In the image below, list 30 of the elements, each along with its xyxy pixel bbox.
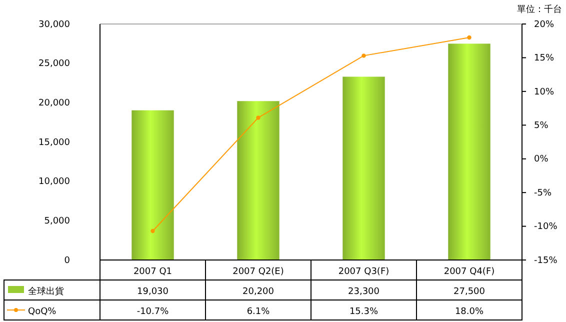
y2-tick-label: -5% xyxy=(534,188,552,198)
y-tick-label: 10,000 xyxy=(38,177,70,188)
y2-tick-label: 5% xyxy=(534,121,549,132)
y2-tick-label: -10% xyxy=(534,222,558,232)
y2-tick-label: 15% xyxy=(534,54,554,64)
y2-tick-label: 0% xyxy=(534,154,549,165)
y-tick-label: 0 xyxy=(64,256,70,266)
y2-tick-label: 20% xyxy=(534,20,554,30)
y-tick-label: 20,000 xyxy=(38,98,70,109)
x-tick-label: 2007 Q3(F) xyxy=(338,267,390,277)
y-tick-label: 5,000 xyxy=(44,216,70,227)
data-label: -10.7% xyxy=(136,307,170,317)
data-label: 19,030 xyxy=(137,287,169,297)
y-tick-label: 15,000 xyxy=(38,138,70,148)
x-tick-label: 2007 Q4(F) xyxy=(444,267,495,277)
text: 單位：千台 xyxy=(517,4,562,15)
x-tick-label: 2007 Q1 xyxy=(133,267,172,277)
data-label: 23,300 xyxy=(348,287,380,297)
data-label: 18.0% xyxy=(454,307,484,317)
data-label: 27,500 xyxy=(454,287,486,297)
legend-label: QoQ% xyxy=(28,307,57,317)
legend-label: 全球出貨 xyxy=(28,286,64,297)
y2-tick-label: 10% xyxy=(534,87,554,98)
data-label: 6.1% xyxy=(246,307,270,317)
x-tick-label: 2007 Q2(E) xyxy=(232,267,284,277)
y-tick-label: 25,000 xyxy=(38,59,70,70)
data-label: 20,200 xyxy=(242,287,274,297)
y2-tick-label: -15% xyxy=(534,256,558,266)
y-tick-label: 30,000 xyxy=(38,20,70,30)
data-label: 15.3% xyxy=(349,307,378,317)
